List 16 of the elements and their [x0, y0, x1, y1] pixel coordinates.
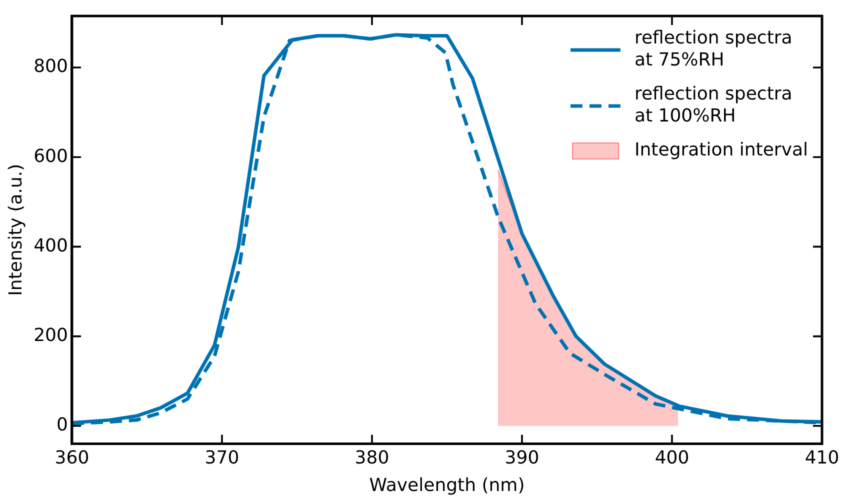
y-tick-label: 200 — [34, 324, 68, 346]
x-axis-title: Wavelength (nm) — [369, 474, 525, 496]
legend-label: reflection spectra at 75%RH — [634, 28, 792, 71]
y-tick-label: 800 — [34, 56, 68, 78]
x-tick-label: 390 — [504, 447, 540, 468]
x-tick-label: 370 — [204, 447, 240, 468]
x-tick-label: 360 — [54, 447, 90, 468]
legend-label: Integration interval — [634, 140, 808, 161]
y-tick-label: 0 — [56, 414, 68, 436]
x-tick-label: 410 — [804, 447, 840, 468]
y-tick-label: 600 — [34, 146, 68, 167]
x-tick-label: 400 — [654, 447, 690, 468]
y-tick-label: 400 — [34, 235, 68, 256]
y-axis-title: Intensity (a.u.) — [5, 164, 26, 296]
legend-label: reflection spectra at 100%RH — [634, 84, 792, 127]
x-tick-label: 380 — [354, 447, 390, 468]
